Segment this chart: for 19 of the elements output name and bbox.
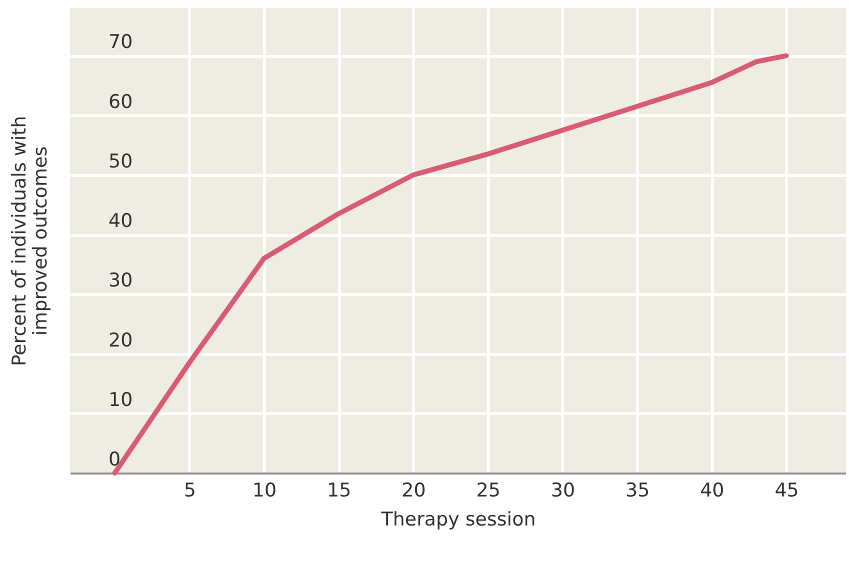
x-axis-title: Therapy session — [380, 508, 536, 530]
x-tick-label: 30 — [550, 480, 576, 502]
y-tick-label: 40 — [108, 210, 133, 232]
y-tick-label: 30 — [108, 270, 133, 292]
x-tick-label: 45 — [774, 480, 799, 502]
y-tick-label: 10 — [108, 388, 133, 411]
y-tick-label: 20 — [108, 329, 133, 352]
y-tick-label: 60 — [108, 90, 133, 113]
x-tick-label: 5 — [184, 480, 196, 502]
x-tick-label: 15 — [327, 480, 352, 502]
y-tick-label: 50 — [108, 150, 133, 172]
x-tick-label: 40 — [700, 480, 724, 502]
x-tick-label: 10 — [252, 480, 277, 502]
x-tick-label: 35 — [625, 480, 650, 502]
y-tick-label: 70 — [108, 31, 133, 54]
y-axis-title: Percent of individuals with improved outcomes — [8, 116, 52, 366]
x-tick-label: 20 — [402, 480, 426, 502]
x-tick-label: 25 — [476, 480, 500, 502]
y-tick-label: 0 — [108, 448, 121, 470]
